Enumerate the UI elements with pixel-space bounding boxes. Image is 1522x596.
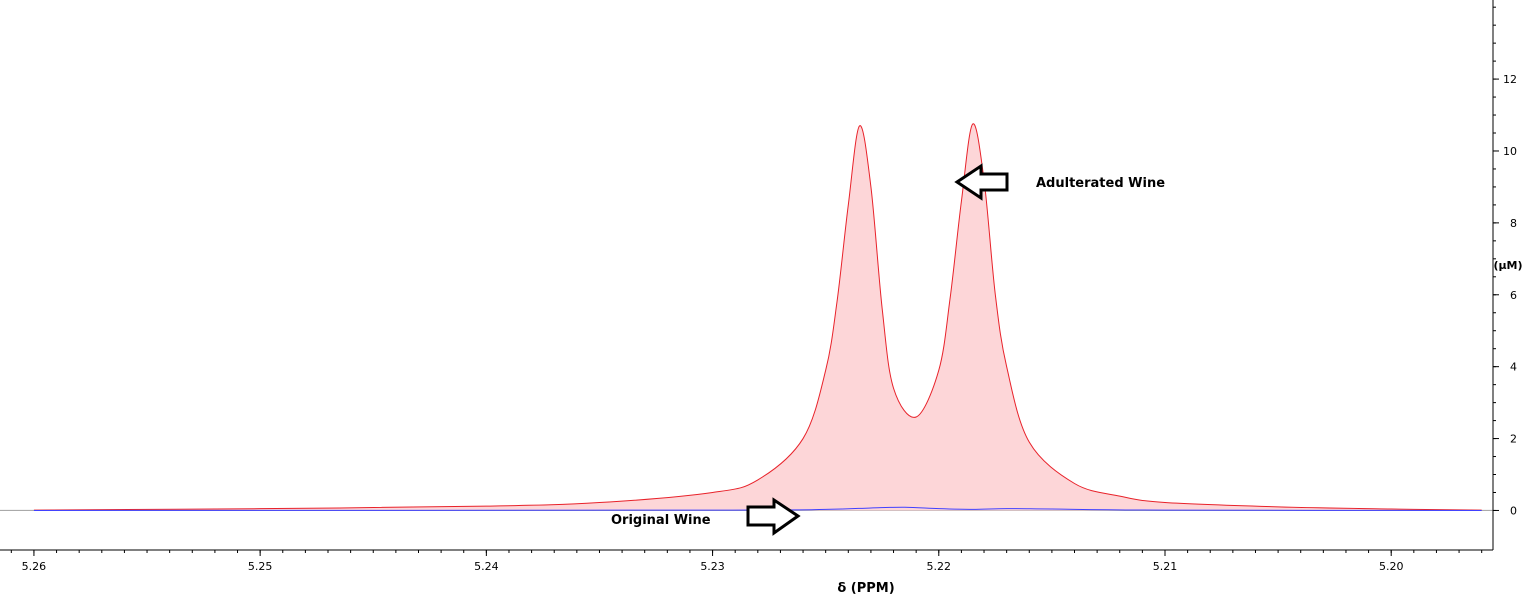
y-tick-label: 2 xyxy=(1510,433,1517,446)
x-tick-label: 5.24 xyxy=(474,560,499,573)
series-0-area xyxy=(33,123,1482,511)
y-tick-label: 4 xyxy=(1510,361,1517,374)
x-axis: 5.26 5.25 5.24 5.23 5.22 5.21 5.20 xyxy=(0,549,1493,573)
x-tick-label: 5.26 xyxy=(22,560,47,573)
left-arrow-icon xyxy=(954,163,1009,201)
y-axis-unit: (µM) xyxy=(1493,259,1522,272)
x-tick-label: 5.21 xyxy=(1153,560,1178,573)
annotation-original: Original Wine xyxy=(611,497,801,536)
x-tick-label: 5.20 xyxy=(1379,560,1404,573)
right-arrow-icon xyxy=(746,497,801,536)
plot-area xyxy=(0,123,1493,512)
y-tick-label: 12 xyxy=(1503,73,1517,86)
x-tick-label: 5.25 xyxy=(248,560,273,573)
adulterated-wine-label: Adulterated Wine xyxy=(1036,176,1165,191)
y-tick-label: 8 xyxy=(1510,217,1517,230)
x-tick-label: 5.22 xyxy=(927,560,952,573)
annotation-adulterated: Adulterated Wine xyxy=(954,163,1165,201)
y-tick-label: 10 xyxy=(1503,145,1517,158)
y-tick-label: 0 xyxy=(1510,504,1517,517)
series-1-line xyxy=(33,506,1482,511)
x-axis-title: δ (PPM) xyxy=(837,581,894,596)
original-wine-label: Original Wine xyxy=(611,513,711,528)
x-tick-label: 5.23 xyxy=(700,560,725,573)
y-axis: 0 2 4 6 8 10 12 xyxy=(1492,0,1517,550)
series-0-line xyxy=(33,123,1482,511)
y-tick-label: 6 xyxy=(1510,289,1517,302)
